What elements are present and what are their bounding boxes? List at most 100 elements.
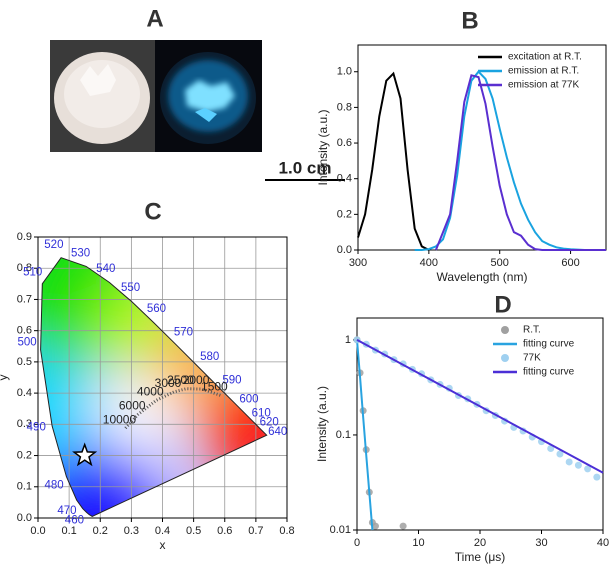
wavelength-label: 560	[147, 303, 166, 315]
x-tick-label: 30	[535, 537, 547, 549]
x-axis-label: x	[160, 538, 166, 552]
wavelength-label: 610	[252, 408, 271, 420]
x-tick-label: 300	[349, 257, 367, 269]
data-point	[371, 522, 379, 530]
wavelength-label: 640	[268, 426, 287, 438]
spectral-locus	[40, 257, 268, 517]
y-axis-label: Intensity (a.u.)	[315, 386, 329, 462]
cct-label: 2000	[183, 373, 210, 387]
wavelength-label: 510	[23, 267, 42, 279]
x-tick-label: 0.6	[217, 525, 232, 537]
x-tick-label: 0.3	[124, 525, 139, 537]
wavelength-label: 590	[222, 375, 241, 387]
panel-title: B	[461, 7, 478, 34]
y-tick-label: 1	[345, 334, 351, 346]
legend-marker	[501, 326, 509, 334]
x-axis-label: Time (μs)	[455, 550, 505, 564]
panel-title: C	[144, 198, 161, 225]
cct-label: 2500	[167, 373, 194, 387]
wavelength-label: 620	[260, 417, 279, 429]
wavelength-label: 460	[65, 515, 84, 527]
legend-label: excitation at R.T.	[508, 52, 582, 63]
cct-label: 3000	[155, 376, 182, 390]
legend-label: emission at R.T.	[508, 66, 579, 77]
data-point	[547, 445, 555, 453]
legend-label: emission at 77K	[508, 80, 579, 91]
legend-label: fitting curve	[523, 367, 575, 378]
legend-label: R.T.	[523, 325, 541, 336]
color-point	[72, 442, 98, 467]
x-tick-label: 0.0	[30, 525, 45, 537]
wavelength-label: 500	[18, 336, 37, 348]
x-tick-label: 0.1	[61, 525, 76, 537]
wavelength-label: 470	[57, 505, 76, 517]
wavelength-label: 540	[96, 263, 115, 275]
x-tick-label: 400	[420, 257, 438, 269]
legend-marker	[501, 354, 509, 362]
x-tick-label: 0.2	[93, 525, 108, 537]
y-tick-label: 0.1	[336, 429, 351, 441]
data-line	[356, 339, 374, 531]
wavelength-label: 530	[71, 247, 90, 259]
scale-bar-label: 1.0 cm	[279, 158, 332, 177]
data-point	[593, 473, 601, 481]
cct-label: 4000	[137, 384, 164, 398]
y-tick-label: 0.7	[17, 293, 32, 305]
panel-label: A	[146, 5, 163, 32]
cct-label: 10000	[103, 412, 137, 426]
wavelength-label: 580	[200, 351, 219, 363]
x-tick-label: 20	[474, 537, 486, 549]
data-point	[565, 458, 573, 466]
x-tick-label: 10	[412, 537, 424, 549]
wavelength-label: 490	[27, 422, 46, 434]
wavelength-label: 480	[44, 480, 63, 492]
wavelength-label: 550	[121, 282, 140, 294]
y-tick-label: 0.3	[17, 418, 32, 430]
y-tick-label: 0.0	[17, 512, 32, 524]
y-tick-label: 0.5	[17, 356, 32, 368]
y-tick-label: 0.2	[17, 449, 32, 461]
panel-title: D	[494, 291, 511, 318]
x-tick-label: 0	[354, 537, 360, 549]
y-tick-label: 0.6	[337, 137, 352, 149]
legend-label: 77K	[523, 353, 541, 364]
wavelength-label: 520	[44, 239, 63, 251]
cct-label: 1500	[201, 379, 228, 393]
y-axis-label: y	[0, 375, 10, 381]
x-tick-label: 0.5	[186, 525, 201, 537]
y-axis-label: Intensity (a.u.)	[316, 109, 330, 185]
x-tick-label: 600	[561, 257, 579, 269]
x-tick-label: 0.4	[155, 525, 170, 537]
x-tick-label: 500	[491, 257, 509, 269]
cct-label: 6000	[119, 399, 146, 413]
y-tick-label: 0.1	[17, 481, 32, 493]
data-point	[584, 465, 592, 473]
planckian-locus	[124, 387, 221, 430]
y-tick-label: 0.4	[17, 387, 32, 399]
x-axis-label: Wavelength (nm)	[437, 270, 528, 284]
data-point	[399, 522, 407, 530]
y-tick-label: 1.0	[337, 66, 352, 78]
data-point	[556, 450, 564, 458]
y-tick-label: 0.6	[17, 325, 32, 337]
y-tick-label: 0.01	[330, 524, 351, 536]
wavelength-label: 570	[174, 326, 193, 338]
x-tick-label: 0.8	[279, 525, 294, 537]
plot-frame	[356, 317, 604, 531]
plot-frame	[37, 236, 288, 519]
plot-frame	[357, 44, 607, 251]
data-line	[434, 74, 606, 251]
wavelength-label: 600	[239, 394, 258, 406]
x-tick-label: 40	[597, 537, 609, 549]
y-tick-label: 0.0	[337, 244, 352, 256]
data-point	[574, 461, 582, 469]
legend-label: fitting curve	[523, 339, 575, 350]
y-tick-label: 0.8	[17, 262, 32, 274]
y-tick-label: 0.9	[17, 231, 32, 243]
y-tick-label: 0.2	[337, 208, 352, 220]
photo	[50, 40, 262, 152]
data-line	[357, 71, 430, 251]
y-tick-label: 0.8	[337, 101, 352, 113]
y-tick-label: 0.4	[337, 173, 352, 185]
